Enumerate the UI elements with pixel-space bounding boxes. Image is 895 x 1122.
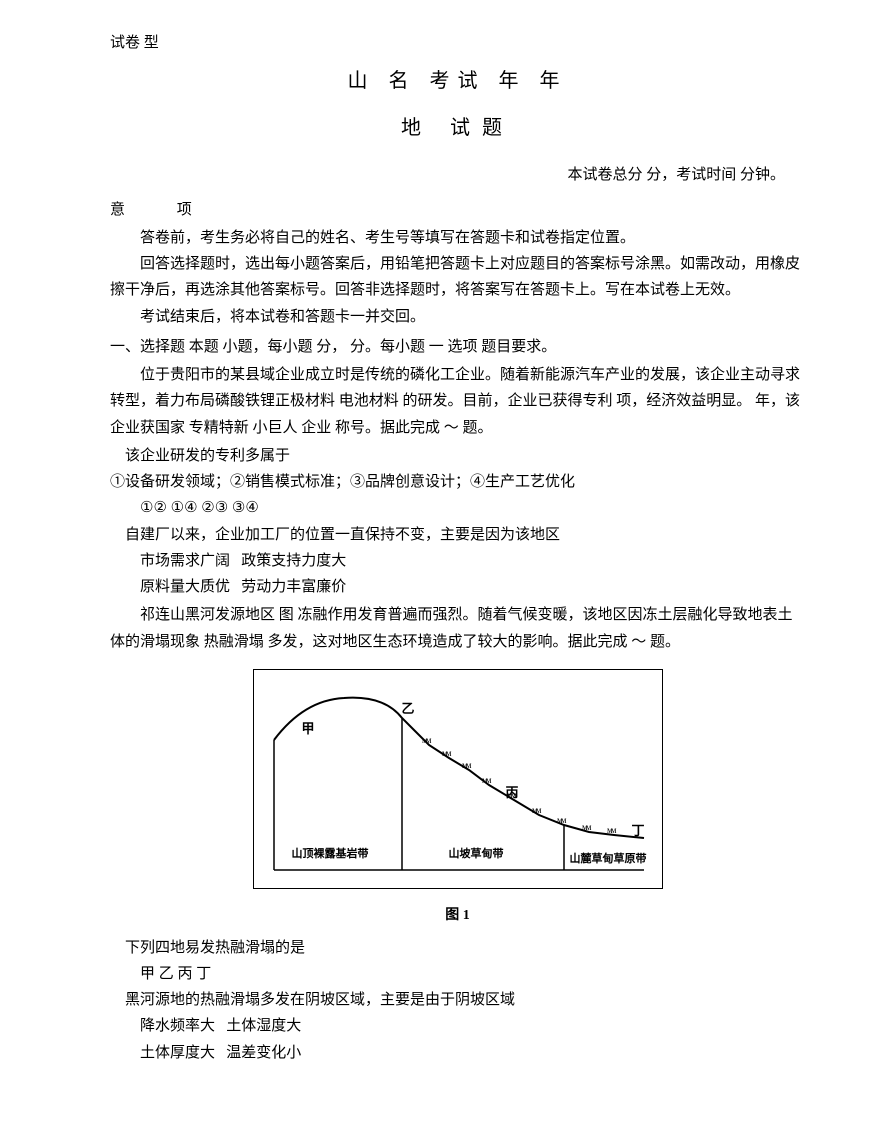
figure-1-label: 图 1 — [110, 904, 805, 929]
q4-stem: 黑河源地的热融滑塌多发在阴坡区域，主要是由于阴坡区域 — [110, 987, 805, 1013]
figure-1-container: ᴍᴍ ᴍᴍ ᴍᴍ ᴍᴍ ᴍᴍ ᴍᴍ ᴍᴍ ᴍᴍ ᴍᴍ 甲 乙 丙 丁 山顶裸露基… — [110, 669, 805, 929]
svg-text:ᴍᴍ: ᴍᴍ — [482, 775, 492, 785]
svg-text:ᴍᴍ: ᴍᴍ — [582, 822, 592, 832]
passage-1: 位于贵阳市的某县域企业成立时是传统的磷化工企业。随着新能源汽车产业的发展，该企业… — [110, 362, 805, 441]
q2-optC: 原料量大质优 — [140, 579, 230, 595]
q1-options: ①② ①④ ②③ ③④ — [110, 495, 805, 521]
q2-optD: 劳动力丰富廉价 — [241, 579, 346, 595]
q3-options: 甲 乙 丙 丁 — [110, 961, 805, 987]
q2-stem: 自建厂以来，企业加工厂的位置一直保持不变，主要是因为该地区 — [110, 522, 805, 548]
exam-title-line2: 地 试题 — [110, 111, 805, 146]
q4-optA: 降水频率大 — [140, 1018, 215, 1034]
q4-optD: 温差变化小 — [226, 1045, 301, 1061]
q2-optB: 政策支持力度大 — [241, 553, 346, 569]
zone-foot: 山麓草甸草原带 — [570, 850, 647, 869]
q4-options-row2: 土体厚度大 温差变化小 — [110, 1040, 805, 1066]
svg-text:ᴍᴍ: ᴍᴍ — [607, 825, 617, 835]
q4-optC: 土体厚度大 — [140, 1045, 215, 1061]
mark-bing: 丙 — [506, 782, 519, 805]
svg-text:ᴍᴍ: ᴍᴍ — [422, 735, 432, 745]
figure-1: ᴍᴍ ᴍᴍ ᴍᴍ ᴍᴍ ᴍᴍ ᴍᴍ ᴍᴍ ᴍᴍ ᴍᴍ 甲 乙 丙 丁 山顶裸露基… — [253, 669, 663, 889]
q2-options-row2: 原料量大质优 劳动力丰富廉价 — [110, 574, 805, 600]
mark-yi: 乙 — [402, 698, 415, 721]
svg-text:ᴍᴍ: ᴍᴍ — [442, 748, 452, 758]
q3-stem: 下列四地易发热融滑塌的是 — [110, 935, 805, 961]
q2-optA: 市场需求广阔 — [140, 553, 230, 569]
paper-type: 试卷 型 — [110, 30, 805, 56]
q4-optB: 土体湿度大 — [226, 1018, 301, 1034]
zone-slope: 山坡草甸带 — [449, 845, 504, 864]
q4-options-row1: 降水频率大 土体湿度大 — [110, 1013, 805, 1039]
q1-stem: 该企业研发的专利多属于 — [110, 443, 805, 469]
notice-item-2: 回答选择题时，选出每小题答案后，用铅笔把答题卡上对应题目的答案标号涂黑。如需改动… — [110, 251, 805, 304]
mark-jia: 甲 — [302, 718, 315, 741]
zone-top: 山顶裸露基岩带 — [292, 845, 369, 864]
svg-text:ᴍᴍ: ᴍᴍ — [462, 760, 472, 770]
notice-item-1: 答卷前，考生务必将自己的姓名、考生号等填写在答题卡和试卷指定位置。 — [110, 225, 805, 251]
notice-item-3: 考试结束后，将本试卷和答题卡一并交回。 — [110, 304, 805, 330]
exam-title-line1: 山 名 考试 年 年 — [110, 64, 805, 99]
passage-2: 祁连山黑河发源地区 图 冻融作用发育普遍而强烈。随着气候变暖，该地区因冻土层融化… — [110, 602, 805, 655]
q2-options-row1: 市场需求广阔 政策支持力度大 — [110, 548, 805, 574]
score-info: 本试卷总分 分，考试时间 分钟。 — [110, 162, 805, 188]
section-1-title: 一、选择题 本题 小题，每小题 分， 分。每小题 一 选项 题目要求。 — [110, 334, 805, 360]
svg-text:ᴍᴍ: ᴍᴍ — [557, 815, 567, 825]
mark-ding: 丁 — [632, 820, 645, 843]
svg-text:ᴍᴍ: ᴍᴍ — [532, 805, 542, 815]
q1-choices: ①设备研发领域；②销售模式标准；③品牌创意设计；④生产工艺优化 — [110, 469, 805, 495]
notice-title: 意 项 — [110, 197, 805, 223]
